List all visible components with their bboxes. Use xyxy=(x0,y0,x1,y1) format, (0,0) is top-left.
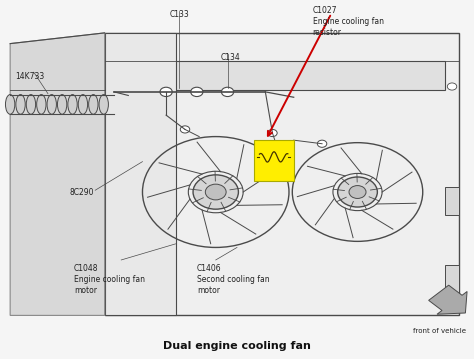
Bar xyxy=(445,187,459,215)
Polygon shape xyxy=(428,285,467,314)
Text: 8C290: 8C290 xyxy=(69,188,94,197)
Circle shape xyxy=(193,175,238,209)
Ellipse shape xyxy=(99,94,109,114)
Text: C134: C134 xyxy=(220,52,240,61)
Ellipse shape xyxy=(68,94,77,114)
Ellipse shape xyxy=(89,94,98,114)
Text: 14K733: 14K733 xyxy=(15,72,44,81)
Ellipse shape xyxy=(6,94,15,114)
Ellipse shape xyxy=(57,94,67,114)
Polygon shape xyxy=(105,33,459,316)
Circle shape xyxy=(221,87,234,97)
Polygon shape xyxy=(10,33,105,316)
Text: C1048
Engine cooling fan
motor: C1048 Engine cooling fan motor xyxy=(74,264,145,295)
Circle shape xyxy=(447,83,457,90)
Ellipse shape xyxy=(26,94,36,114)
Circle shape xyxy=(318,140,327,147)
Circle shape xyxy=(349,186,366,199)
Circle shape xyxy=(268,130,277,136)
Circle shape xyxy=(160,87,172,97)
Circle shape xyxy=(205,184,226,200)
Circle shape xyxy=(447,298,457,305)
Text: C133: C133 xyxy=(170,10,189,19)
Text: C1406
Second cooling fan
motor: C1406 Second cooling fan motor xyxy=(197,264,269,295)
Polygon shape xyxy=(105,33,175,316)
Bar xyxy=(254,140,294,181)
Circle shape xyxy=(180,126,190,133)
Circle shape xyxy=(191,87,203,97)
Ellipse shape xyxy=(78,94,88,114)
Text: front of vehicle: front of vehicle xyxy=(413,328,466,334)
Bar xyxy=(119,61,445,90)
Ellipse shape xyxy=(36,94,46,114)
Text: Dual engine cooling fan: Dual engine cooling fan xyxy=(163,341,311,351)
Bar xyxy=(445,265,459,294)
Ellipse shape xyxy=(47,94,56,114)
Ellipse shape xyxy=(16,94,25,114)
Text: C1027
Engine cooling fan
resistor: C1027 Engine cooling fan resistor xyxy=(313,6,383,37)
Circle shape xyxy=(337,177,377,207)
